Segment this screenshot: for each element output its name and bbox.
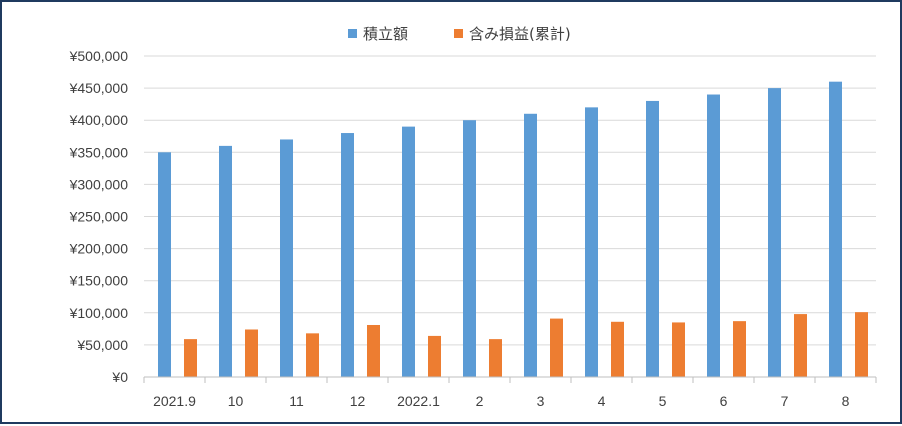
x-tick-label: 2021.9 bbox=[153, 393, 196, 409]
bar-unrealized-gain bbox=[184, 339, 197, 377]
x-tick-label: 12 bbox=[350, 393, 366, 409]
y-tick-label: ¥50,000 bbox=[76, 337, 128, 353]
y-axis-ticks: ¥0 ¥50,000 ¥100,000 ¥150,000 ¥200,000 ¥250,00… bbox=[69, 48, 129, 385]
y-tick-label: ¥300,000 bbox=[69, 176, 129, 192]
bar-unrealized-gain bbox=[306, 333, 319, 377]
y-tick-label: ¥450,000 bbox=[69, 80, 129, 96]
x-tick-label: 2022.1 bbox=[397, 393, 440, 409]
y-tick-label: ¥400,000 bbox=[69, 112, 129, 128]
x-axis: 2021.9 10 11 12 2022.1 2 3 4 5 6 7 8 bbox=[143, 376, 877, 409]
bar-unrealized-gain bbox=[367, 324, 380, 377]
bar-contribution bbox=[219, 145, 232, 377]
bar-contribution bbox=[646, 100, 659, 377]
y-tick-label: ¥100,000 bbox=[69, 305, 129, 321]
bar-contribution bbox=[280, 139, 293, 377]
x-tick-label: 8 bbox=[842, 393, 850, 409]
x-tick-label: 10 bbox=[228, 393, 244, 409]
bar-unrealized-gain bbox=[672, 322, 685, 377]
bar-contribution bbox=[707, 94, 720, 378]
bar-unrealized-gain bbox=[489, 339, 502, 377]
y-tick-label: ¥350,000 bbox=[69, 144, 129, 160]
y-tick-label: ¥150,000 bbox=[69, 273, 129, 289]
bar-unrealized-gain bbox=[428, 335, 441, 377]
legend-label: 積立額 bbox=[363, 25, 408, 43]
x-tick-label: 7 bbox=[781, 393, 789, 409]
bars bbox=[158, 81, 868, 378]
x-tick-label: 2 bbox=[476, 393, 484, 409]
x-tick-label: 5 bbox=[659, 393, 667, 409]
bar-unrealized-gain bbox=[550, 318, 563, 377]
x-tick-label: 11 bbox=[289, 393, 304, 409]
y-tick-label: ¥250,000 bbox=[69, 209, 129, 225]
y-tick-label: ¥500,000 bbox=[69, 48, 129, 64]
bar-unrealized-gain bbox=[794, 314, 807, 377]
bar-unrealized-gain bbox=[245, 329, 258, 377]
bar-contribution bbox=[585, 107, 598, 378]
bar-contribution bbox=[463, 120, 476, 377]
bar-unrealized-gain bbox=[611, 321, 624, 377]
y-tick-label: ¥0 bbox=[111, 369, 128, 385]
legend: 積立額 含み損益(累計) bbox=[348, 25, 571, 43]
legend-swatch bbox=[454, 29, 463, 38]
gridlines bbox=[144, 55, 876, 378]
bar-contribution bbox=[341, 133, 354, 377]
bar-contribution bbox=[524, 113, 537, 377]
x-tick-label: 4 bbox=[598, 393, 606, 409]
bar-contribution bbox=[768, 88, 781, 377]
bar-contribution bbox=[402, 126, 415, 378]
x-tick-label: 3 bbox=[537, 393, 545, 409]
y-tick-label: ¥200,000 bbox=[69, 241, 129, 257]
legend-label: 含み損益(累計) bbox=[469, 25, 571, 43]
legend-swatch bbox=[348, 29, 357, 38]
x-tick-label: 6 bbox=[720, 393, 728, 409]
bar-contribution bbox=[158, 152, 171, 377]
bar-unrealized-gain bbox=[855, 312, 868, 377]
bar-unrealized-gain bbox=[733, 321, 746, 377]
bar-contribution bbox=[829, 81, 842, 378]
